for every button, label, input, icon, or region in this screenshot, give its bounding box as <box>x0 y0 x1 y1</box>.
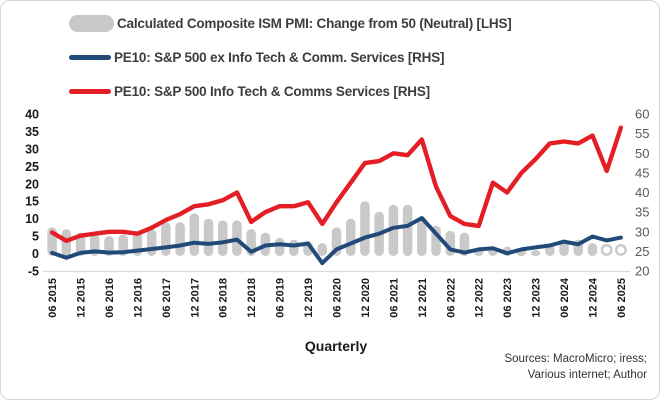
x-axis-tick-label: 06 2019 <box>275 278 287 318</box>
ism-pmi-bar <box>559 241 569 257</box>
x-axis-tick-label: 12 2021 <box>417 278 429 318</box>
ism-pmi-bar <box>317 243 328 257</box>
right-axis-tick-label: 25 <box>635 244 649 259</box>
left-axis-tick-label: 25 <box>25 160 39 174</box>
x-axis-tick-label: 06 2016 <box>104 278 116 318</box>
left-axis-tick-label: 0 <box>32 247 39 261</box>
left-axis-tick-label: 5 <box>32 230 39 244</box>
x-axis-tick-label: 12 2019 <box>303 278 315 318</box>
right-axis-tick-label: 35 <box>635 205 649 220</box>
line-swatch-icon <box>69 54 111 60</box>
ism-pmi-bar <box>203 218 214 257</box>
ism-pmi-bar <box>417 216 427 257</box>
right-axis-tick-label: 20 <box>635 264 649 279</box>
legend-label: Calculated Composite ISM PMI: Change fro… <box>117 15 512 31</box>
x-axis-tick-label: 06 2025 <box>616 278 628 318</box>
x-axis-tick-label: 06 2018 <box>218 278 230 318</box>
ism-pmi-bar <box>402 204 413 257</box>
left-axis-tick-label: 20 <box>25 177 39 191</box>
legend-item-tech-pe10: PE10: S&P 500 Info Tech & Comms Services… <box>69 79 512 103</box>
right-axis-tick-label: 30 <box>635 224 649 239</box>
left-axis-tick-label: 40 <box>25 108 39 122</box>
ism-pmi-bar <box>274 237 285 257</box>
x-axis-tick-label: 06 2015 <box>47 278 59 318</box>
ism-pmi-bar <box>360 201 370 257</box>
source-note-line1: Sources: MacroMicro; iress; <box>504 353 647 365</box>
bar-swatch-icon <box>69 14 114 32</box>
x-axis-tick-label: 12 2024 <box>587 277 599 318</box>
x-axis-tick-label: 06 2022 <box>445 278 457 318</box>
ism-pmi-bar <box>175 222 185 257</box>
right-axis-tick-label: 60 <box>635 107 649 122</box>
legend-label: PE10: S&P 500 ex Info Tech & Comm. Servi… <box>114 49 445 65</box>
x-axis-tick-label: 06 2020 <box>332 278 344 318</box>
x-axis-tick-label: 06 2021 <box>388 278 400 318</box>
x-axis-tick-label: 12 2018 <box>246 278 258 318</box>
left-axis-tick-label: -5 <box>28 265 39 279</box>
x-axis-tick-label: 06 2024 <box>559 277 571 318</box>
chart-legend: Calculated Composite ISM PMI: Change fro… <box>69 11 512 113</box>
x-axis-tick-label: 12 2016 <box>132 278 144 318</box>
x-axis-tick-label: 12 2017 <box>189 278 201 318</box>
left-axis-tick-label: 35 <box>25 125 39 139</box>
right-axis-tick-label: 55 <box>635 126 649 141</box>
ism-pmi-bar <box>161 222 171 257</box>
ism-pmi-bar <box>217 220 228 257</box>
x-axis-tick-label: 12 2022 <box>474 278 486 318</box>
ism-pmi-bar <box>146 229 157 257</box>
left-axis-tick-label: 10 <box>25 212 39 226</box>
x-axis-tick-label: 12 2020 <box>360 278 372 318</box>
ism-pmi-bar <box>345 218 356 257</box>
tech-pe10-line <box>49 125 624 244</box>
left-axis-tick-label: 30 <box>25 142 39 156</box>
x-axis-title: Quarterly <box>304 338 368 354</box>
legend-item-ism-pmi: Calculated Composite ISM PMI: Change fro… <box>69 11 512 35</box>
ism-pmi-bar <box>189 213 200 257</box>
left-axis-tick-label: 15 <box>25 195 39 209</box>
right-axis-tick-label: 40 <box>635 185 649 200</box>
right-axis-tick-label: 45 <box>635 165 649 180</box>
ex-tech-pe10-line <box>50 216 623 266</box>
ism-pmi-bar <box>289 239 299 257</box>
ism-pmi-estimate-marker <box>600 244 613 256</box>
line-swatch-icon <box>69 88 111 94</box>
source-note-line2: Various internet; Author <box>527 369 647 381</box>
ism-pmi-bar <box>530 250 541 257</box>
ism-pmi-estimate-marker <box>614 244 627 256</box>
ism-pmi-bar <box>587 243 598 257</box>
x-axis-tick-label: 12 2023 <box>531 278 543 318</box>
x-axis-tick-label: 12 2015 <box>76 278 88 318</box>
legend-item-ex-tech-pe10: PE10: S&P 500 ex Info Tech & Comm. Servi… <box>69 45 512 69</box>
legend-label: PE10: S&P 500 Info Tech & Comms Services… <box>114 83 430 99</box>
ism-pmi-bar <box>388 204 399 257</box>
x-axis-tick-label: 06 2017 <box>161 278 173 318</box>
right-axis-tick-label: 50 <box>635 146 649 161</box>
source-note: Sources: MacroMicro; iress; Various inte… <box>504 351 647 383</box>
x-axis-tick-label: 06 2023 <box>502 278 514 318</box>
